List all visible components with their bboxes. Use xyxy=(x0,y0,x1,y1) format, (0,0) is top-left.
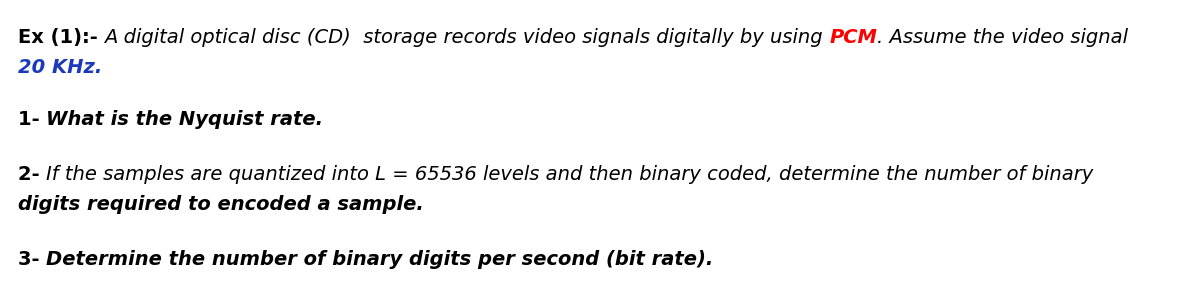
Text: 20 KHz.: 20 KHz. xyxy=(18,58,102,77)
Text: . Assume the video signal: . Assume the video signal xyxy=(877,28,1128,47)
Text: 1-: 1- xyxy=(18,110,47,129)
Text: Determine the number of binary digits per second (bit rate).: Determine the number of binary digits pe… xyxy=(47,250,714,269)
Text: 3-: 3- xyxy=(18,250,47,269)
Text: If the samples are quantized into L = 65536 levels and then binary coded, determ: If the samples are quantized into L = 65… xyxy=(47,165,1093,184)
Text: PCM: PCM xyxy=(829,28,877,47)
Text: A digital optical disc (CD)  storage records video signals digitally by using: A digital optical disc (CD) storage reco… xyxy=(104,28,829,47)
Text: Ex (1):-: Ex (1):- xyxy=(18,28,104,47)
Text: What is the Nyquist rate.: What is the Nyquist rate. xyxy=(47,110,323,129)
Text: 2-: 2- xyxy=(18,165,47,184)
Text: digits required to encoded a sample.: digits required to encoded a sample. xyxy=(18,195,424,214)
